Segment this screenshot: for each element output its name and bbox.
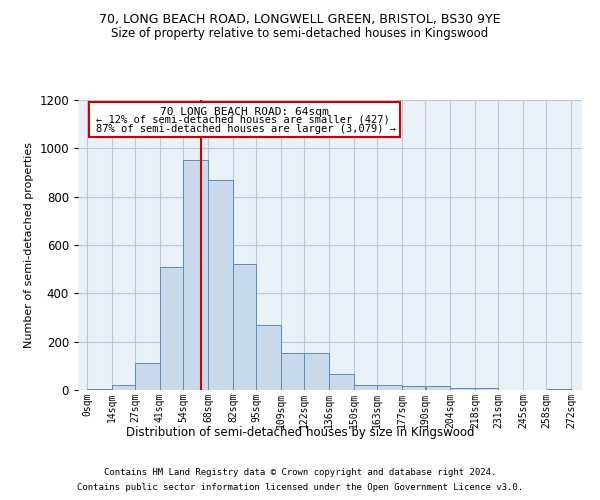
- Text: Contains HM Land Registry data © Crown copyright and database right 2024.: Contains HM Land Registry data © Crown c…: [104, 468, 496, 477]
- Bar: [329, 374, 354, 390]
- Y-axis label: Number of semi-detached properties: Number of semi-detached properties: [23, 142, 34, 348]
- Text: Size of property relative to semi-detached houses in Kingswood: Size of property relative to semi-detach…: [112, 28, 488, 40]
- Text: 87% of semi-detached houses are larger (3,079) →: 87% of semi-detached houses are larger (…: [96, 124, 396, 134]
- Bar: [451, 388, 475, 390]
- Bar: [184, 160, 208, 390]
- Bar: [355, 385, 377, 390]
- Bar: [281, 352, 304, 390]
- Bar: [233, 264, 256, 390]
- FancyBboxPatch shape: [89, 102, 400, 138]
- Bar: [377, 385, 402, 390]
- Bar: [425, 386, 450, 390]
- Bar: [475, 388, 498, 390]
- Text: Contains public sector information licensed under the Open Government Licence v3: Contains public sector information licen…: [77, 483, 523, 492]
- Bar: [160, 267, 183, 390]
- Text: Distribution of semi-detached houses by size in Kingswood: Distribution of semi-detached houses by …: [126, 426, 474, 439]
- Bar: [208, 180, 233, 390]
- Text: 70, LONG BEACH ROAD, LONGWELL GREEN, BRISTOL, BS30 9YE: 70, LONG BEACH ROAD, LONGWELL GREEN, BRI…: [99, 12, 501, 26]
- Bar: [256, 325, 281, 390]
- Text: ← 12% of semi-detached houses are smaller (427): ← 12% of semi-detached houses are smalle…: [96, 115, 389, 125]
- Bar: [547, 389, 571, 390]
- Bar: [304, 352, 329, 390]
- Bar: [403, 386, 425, 390]
- Bar: [87, 389, 112, 390]
- Bar: [112, 385, 135, 390]
- Text: 70 LONG BEACH ROAD: 64sqm: 70 LONG BEACH ROAD: 64sqm: [160, 107, 329, 117]
- Bar: [135, 364, 160, 390]
